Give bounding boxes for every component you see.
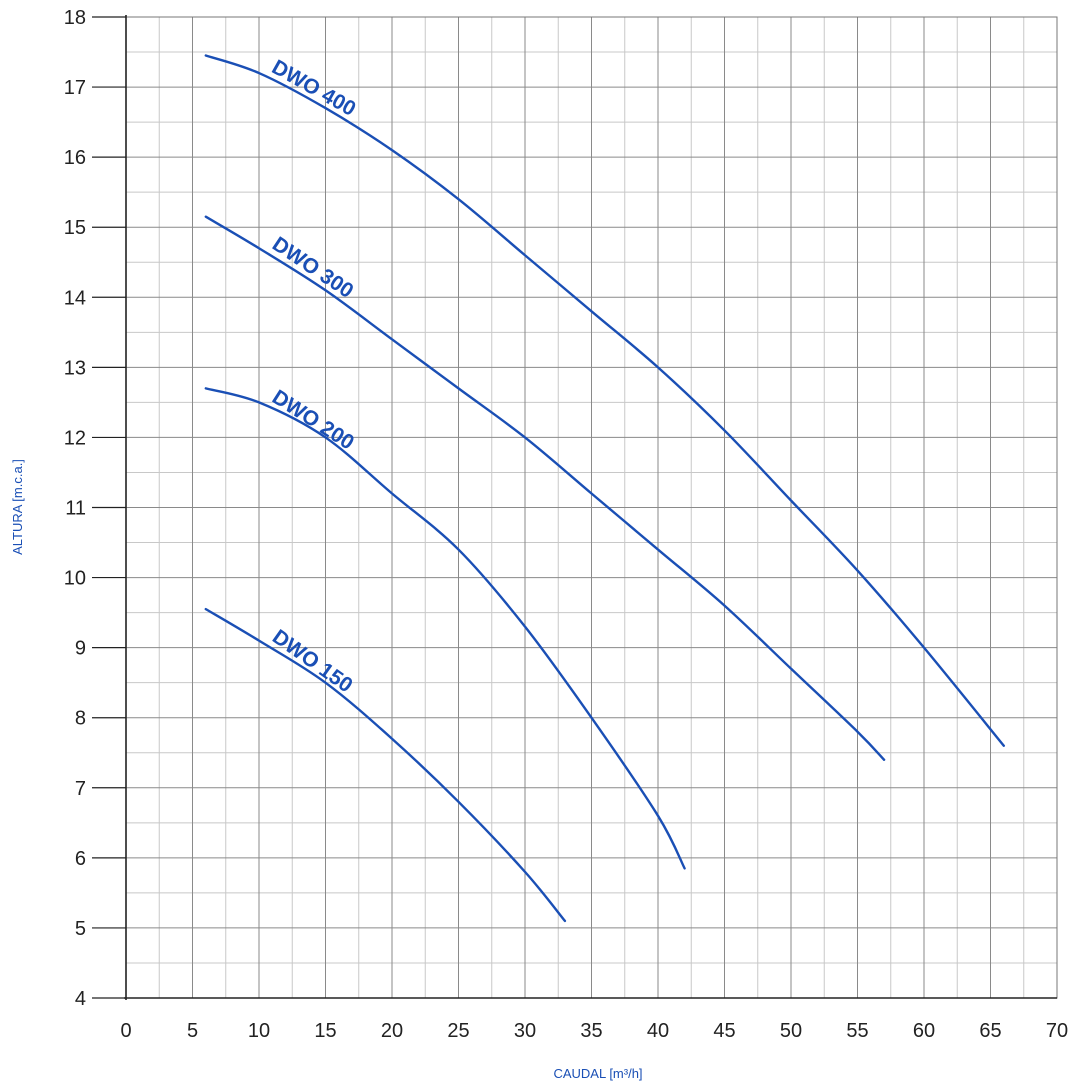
series-label-dwo-150: DWO 150: [268, 625, 357, 697]
series-line-dwo-150: [204, 607, 567, 923]
x-tick-label: 25: [447, 1020, 469, 1042]
y-tick-label: 7: [75, 778, 86, 800]
y-tick-label: 6: [75, 848, 86, 870]
x-tick-label: 60: [913, 1020, 935, 1042]
y-tick-label: 9: [75, 638, 86, 660]
x-tick-label: 55: [846, 1020, 868, 1042]
y-tick-label: 16: [64, 147, 86, 169]
x-tick-label: 20: [381, 1020, 403, 1042]
y-tick-label: 17: [64, 77, 86, 99]
x-tick-label: 35: [580, 1020, 602, 1042]
y-tick-label: 18: [64, 7, 86, 29]
x-tick-label: 5: [187, 1020, 198, 1042]
y-tick-label: 14: [64, 287, 86, 309]
y-tick-label: 11: [65, 498, 86, 520]
x-tick-label: 15: [314, 1020, 336, 1042]
x-tick-label: 30: [514, 1020, 536, 1042]
series-line-dwo-200: [204, 387, 686, 870]
curves: [204, 54, 1005, 923]
y-tick-label: 4: [75, 988, 86, 1010]
y-tick-label: 15: [64, 217, 86, 239]
x-axis-ticks: 0 5 10 15 20 25 30 35 40 45 50 55 60 65 70: [120, 1020, 1068, 1042]
y-tick-label: 8: [75, 708, 86, 730]
series-label-dwo-300: DWO 300: [268, 233, 357, 303]
series-label-dwo-200: DWO 200: [268, 386, 358, 455]
y-axis-ticks: 4 5 6 7 8 9 10 11 12 13 14 15 16 17 18: [64, 7, 126, 1010]
grid-major: [125, 16, 1058, 999]
y-tick-label: 10: [64, 568, 86, 590]
x-tick-label: 70: [1046, 1020, 1068, 1042]
curve-labels: DWO 400 DWO 300 DWO 200 DWO 150: [268, 56, 360, 698]
series-line-dwo-400: [204, 54, 1005, 747]
x-axis-title: CAUDAL [m³/h]: [553, 1066, 642, 1081]
series-label-dwo-400: DWO 400: [268, 56, 360, 121]
x-tick-label: 40: [647, 1020, 669, 1042]
series-line-dwo-300: [204, 215, 886, 761]
y-tick-label: 13: [64, 357, 86, 379]
y-tick-label: 5: [75, 918, 86, 940]
y-axis-title: ALTURA [m.c.a.]: [10, 459, 25, 555]
x-tick-label: 50: [780, 1020, 802, 1042]
y-tick-label: 12: [64, 427, 86, 449]
x-tick-label: 10: [248, 1020, 270, 1042]
x-tick-label: 45: [713, 1020, 735, 1042]
x-tick-label: 0: [120, 1020, 131, 1042]
x-tick-label: 65: [979, 1020, 1001, 1042]
